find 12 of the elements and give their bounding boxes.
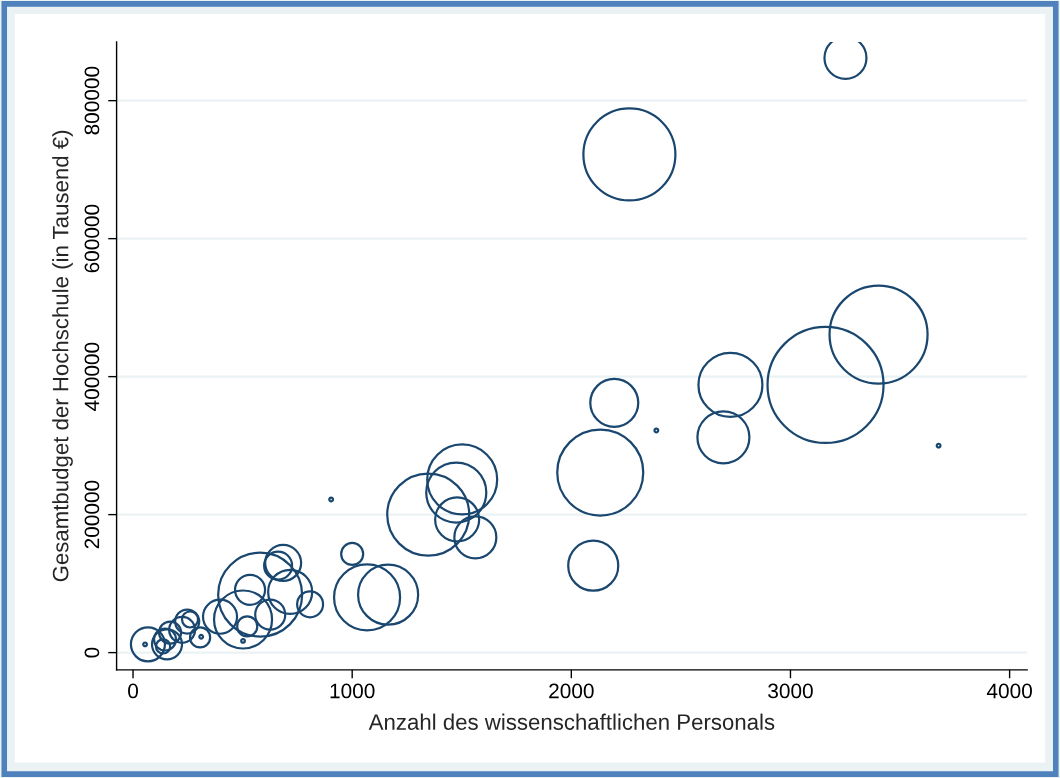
x-axis-title: Anzahl des wissenschaftlichen Personals — [368, 713, 775, 730]
y-tick-label: 800000 — [84, 66, 100, 135]
x-tick-label: 4000 — [986, 683, 1032, 699]
y-tick-label: 200000 — [84, 480, 100, 549]
y-axis-title: Gesamtbudget der Hochschule (in Tausend €) — [52, 130, 73, 582]
x-tick-label: 3000 — [768, 683, 813, 699]
y-tick-label: 0 — [84, 647, 100, 658]
x-tick-label: 2000 — [549, 683, 594, 699]
x-tick-label: 0 — [128, 683, 139, 699]
y-tick-label: 400000 — [84, 342, 100, 411]
y-tick-label: 600000 — [84, 204, 100, 273]
x-tick-label: 1000 — [330, 683, 375, 699]
